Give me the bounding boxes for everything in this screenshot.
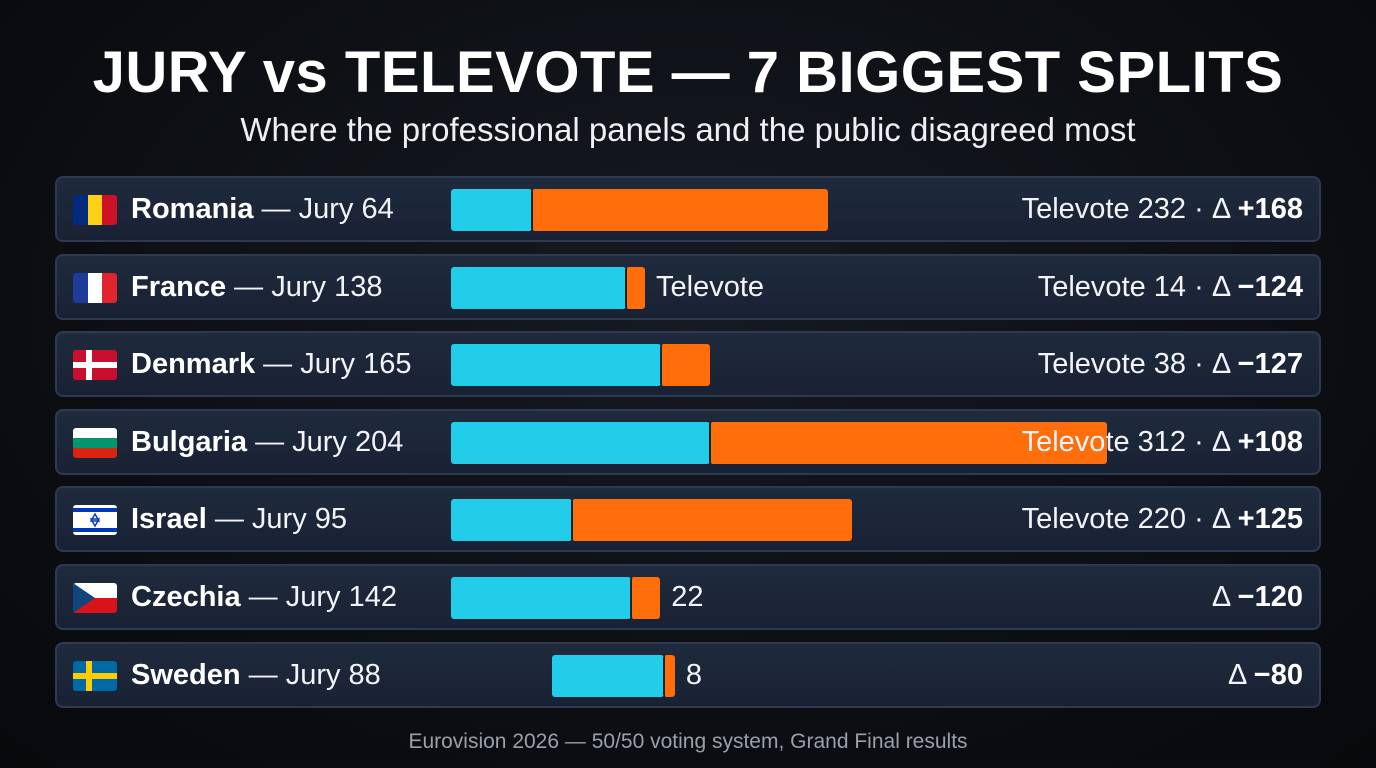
televote-bar: [662, 654, 675, 697]
country-name: Denmark: [131, 348, 256, 381]
delta-value: +168: [1237, 193, 1303, 225]
chart-footer: Eurovision 2026 — 50/50 voting system, G…: [408, 730, 968, 753]
televote-text: Δ: [1211, 580, 1238, 613]
country-name: Bulgaria: [131, 425, 248, 458]
israel-flag-icon: [73, 505, 117, 536]
row-romania: Romania — Jury 64 Televote 232 · Δ +168: [55, 176, 1321, 242]
row-bulgaria: Bulgaria — Jury 204 Televote 312 · Δ +108: [55, 408, 1321, 475]
denmark-flag-icon: [73, 350, 117, 381]
country-name: Romania: [131, 193, 254, 225]
country-name: Czechia: [131, 580, 241, 613]
row-label: Romania — Jury 64: [131, 178, 394, 240]
jury-bar: [451, 344, 661, 387]
televote-text: Televote 220 · Δ: [1021, 503, 1238, 536]
televote-delta-label: Δ −80: [1228, 644, 1303, 706]
jury-score-label: — Jury 165: [255, 348, 412, 381]
jury-score-label: — Jury 64: [253, 193, 394, 225]
row-label: Sweden — Jury 88: [131, 644, 381, 706]
jury-score-label: — Jury 88: [240, 658, 381, 691]
jury-bar: [451, 576, 632, 619]
jury-score-label: — Jury 95: [206, 503, 348, 536]
jury-bar: [451, 499, 572, 542]
delta-value: +125: [1237, 503, 1303, 536]
delta-value: −120: [1237, 580, 1303, 613]
row-label: Israel — Jury 95: [131, 488, 347, 550]
chart-title: JURY vs TELEVOTE — 7 BIGGEST SPLITS: [92, 40, 1284, 105]
bulgaria-flag-icon: [73, 427, 117, 458]
romania-flag-icon: [73, 195, 117, 225]
bar-rows: Romania — Jury 64 Televote 232 · Δ +168 Fr…: [55, 176, 1321, 719]
czechia-flag-icon: [73, 582, 117, 613]
row-label: Bulgaria — Jury 204: [131, 411, 403, 473]
televote-bar: [570, 499, 853, 542]
country-name: Israel: [131, 503, 207, 536]
delta-value: −127: [1237, 348, 1303, 381]
televote-delta-label: Televote 220 · Δ +125: [1022, 488, 1303, 550]
jury-score-label: — Jury 138: [226, 270, 383, 303]
televote-text: Televote 312 · Δ: [1021, 425, 1238, 458]
row-label: Czechia — Jury 142: [131, 566, 397, 628]
televote-delta-label: Televote 312 · Δ +108: [1022, 411, 1303, 473]
row-sweden: Sweden — Jury 88 8 Δ −80: [55, 641, 1321, 708]
televote-value-label: Televote: [656, 270, 765, 303]
televote-bar: [709, 421, 1108, 464]
televote-delta-label: Televote 38 · Δ −127: [1038, 333, 1303, 395]
row-label: France — Jury 138: [131, 256, 382, 318]
chart-subtitle: Where the professional panels and the pu…: [240, 111, 1136, 148]
jury-bar: [451, 266, 627, 309]
jury-score-label: — Jury 142: [240, 580, 397, 613]
row-label: Denmark — Jury 165: [131, 333, 411, 395]
delta-value: −124: [1237, 270, 1303, 303]
country-name: France: [131, 270, 227, 303]
televote-value-label: 8: [685, 658, 703, 691]
televote-delta-label: Televote 14 · Δ −124: [1038, 256, 1303, 318]
jury-bar: [451, 189, 533, 231]
televote-delta-label: Televote 232 · Δ +168: [1022, 178, 1303, 240]
televote-bar: [531, 189, 828, 231]
televote-text: Televote 38 · Δ: [1037, 348, 1238, 381]
country-name: Sweden: [131, 658, 241, 691]
delta-value: −80: [1253, 658, 1303, 691]
jury-bar: [451, 421, 711, 464]
televote-bar: [659, 344, 710, 387]
sweden-flag-icon: [73, 660, 117, 691]
televote-text: Televote 232 · Δ: [1021, 193, 1238, 225]
row-israel: Israel — Jury 95 Televote 220 · Δ +125: [55, 486, 1321, 553]
france-flag-icon: [73, 272, 117, 303]
jury-score-label: — Jury 204: [247, 425, 404, 458]
jury-bar: [552, 654, 664, 697]
row-czechia: Czechia — Jury 142 22 Δ −120: [55, 563, 1321, 630]
televote-bar: [625, 266, 646, 309]
row-france: France — Jury 138 Televote Televote 14 · Δ…: [55, 253, 1321, 320]
televote-bar: [630, 576, 661, 619]
televote-text: Televote 14 · Δ: [1037, 270, 1238, 303]
televote-delta-label: Δ −120: [1212, 566, 1303, 628]
televote-value-label: 22: [671, 580, 704, 613]
delta-value: +108: [1237, 425, 1303, 458]
televote-text: Δ: [1227, 658, 1254, 691]
row-denmark: Denmark — Jury 165 Televote 38 · Δ −127: [55, 331, 1321, 398]
